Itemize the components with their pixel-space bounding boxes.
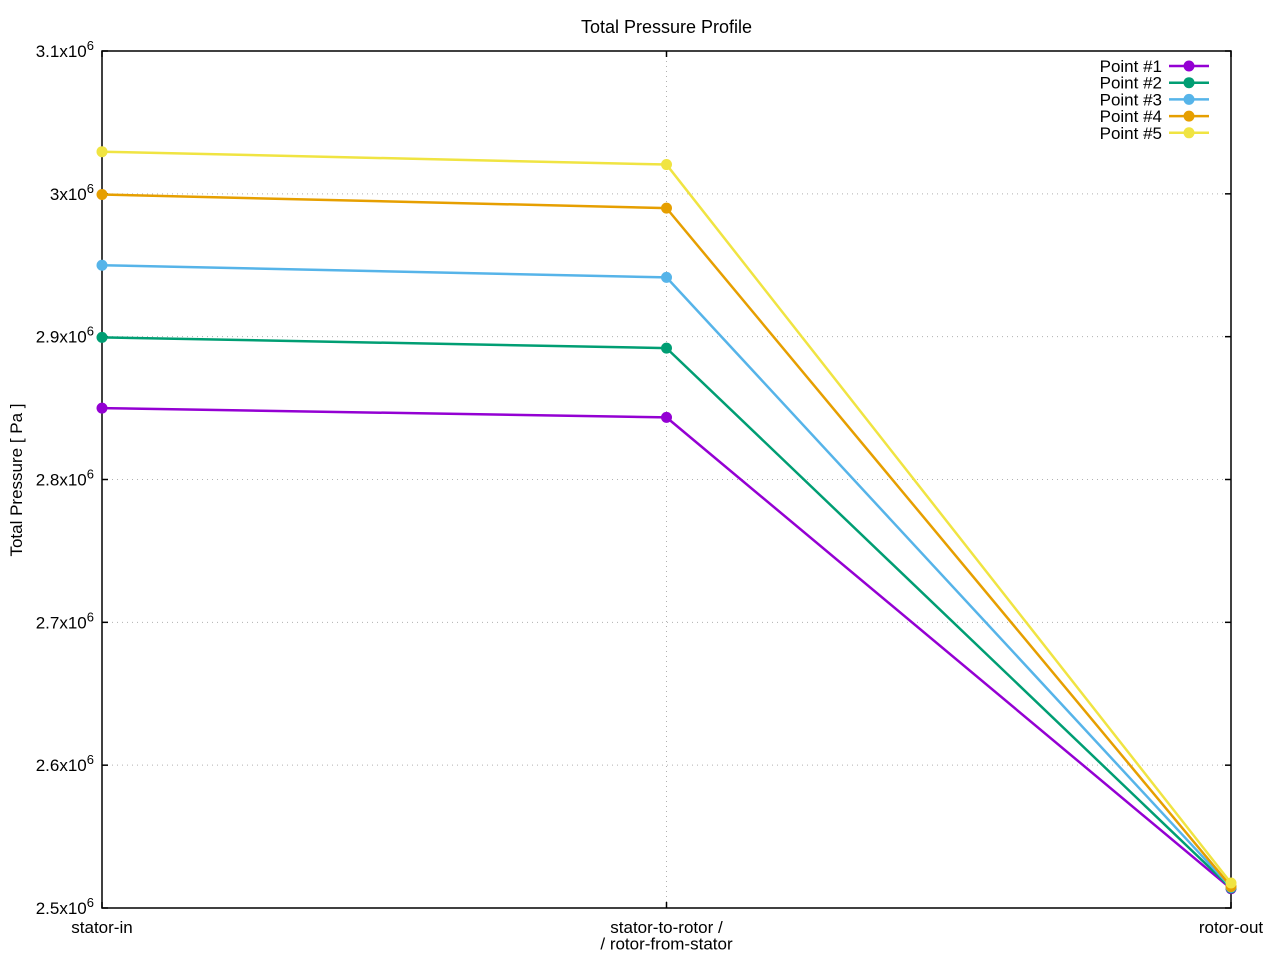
data-point-marker-3 [661, 271, 672, 283]
legend-point-sample [1183, 77, 1195, 89]
x-tick-label: rotor-out [1199, 918, 1264, 937]
data-point-marker-5 [96, 146, 108, 158]
y-tick-label: 2.9x106 [36, 324, 94, 347]
y-tick-label: 3.1x106 [36, 38, 94, 61]
legend-point-sample [1183, 127, 1195, 139]
legend-label-3: Point #3 [1100, 90, 1162, 109]
data-point-marker-1 [96, 402, 108, 414]
data-point-marker-5 [1225, 877, 1237, 889]
y-tick-label: 3x106 [50, 181, 94, 204]
x-tick-label: stator-in [71, 918, 132, 937]
legend-label-4: Point #4 [1100, 107, 1162, 126]
y-tick-label: 2.8x106 [36, 467, 94, 490]
y-axis-label: Total Pressure [ Pa ] [7, 403, 26, 557]
x-tick-label: / rotor-from-stator [600, 935, 733, 954]
x-tick-label: stator-to-rotor / [610, 918, 723, 937]
data-point-marker-4 [96, 189, 108, 201]
y-tick-label: 2.7x106 [36, 609, 94, 632]
y-tick-label: 2.6x106 [36, 752, 94, 775]
legend-label-1: Point #1 [1100, 57, 1162, 76]
data-point-marker-3 [96, 259, 108, 271]
legend-point-sample [1183, 60, 1195, 72]
data-point-marker-1 [661, 411, 672, 423]
chart-title: Total Pressure Profile [580, 17, 753, 37]
data-point-marker-2 [96, 331, 108, 343]
data-point-marker-2 [661, 342, 672, 354]
legend-point-sample [1183, 110, 1195, 122]
data-point-marker-5 [661, 159, 672, 171]
legend-point-sample [1183, 93, 1195, 105]
legend-label-2: Point #2 [1100, 74, 1162, 93]
legend-label-5: Point #5 [1100, 124, 1162, 143]
plot-border [101, 50, 1232, 909]
series-line-4 [100, 193, 1233, 888]
y-tick-label: 2.5x106 [36, 895, 94, 918]
data-point-marker-4 [661, 202, 672, 214]
